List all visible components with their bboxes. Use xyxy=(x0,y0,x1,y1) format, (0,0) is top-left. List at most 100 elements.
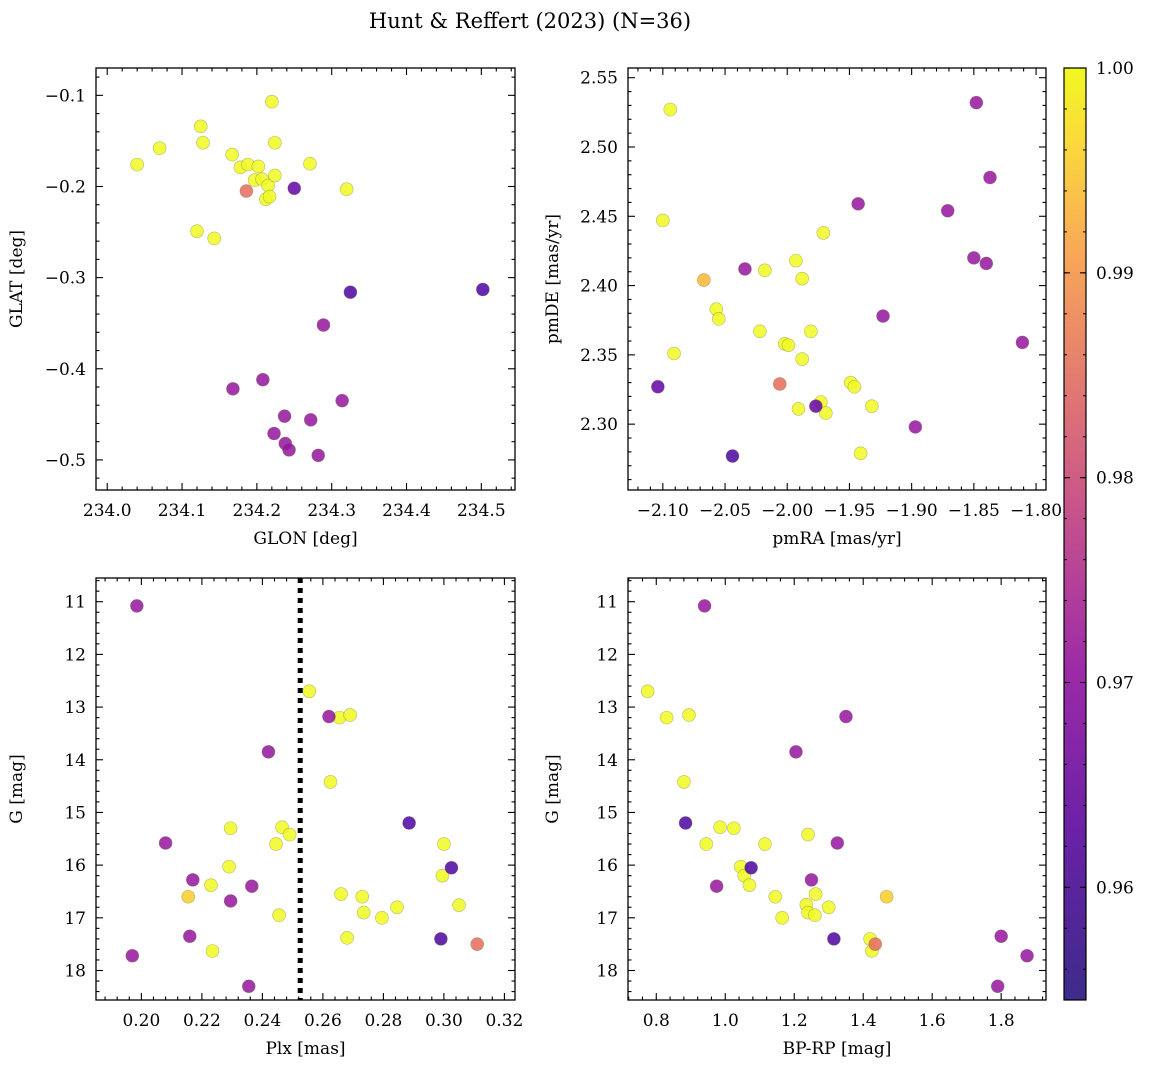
scatter-point xyxy=(1020,948,1034,963)
figure-title: Hunt & Reffert (2023) (N=36) xyxy=(369,9,691,33)
scatter-point xyxy=(697,599,712,613)
scatter-point xyxy=(190,224,204,238)
scatter-point xyxy=(182,929,197,944)
scatter-point xyxy=(269,837,283,851)
y-tick-label: 2.40 xyxy=(580,277,618,297)
scatter-point xyxy=(196,135,210,150)
colorbar-tick-label: 0.99 xyxy=(1096,264,1134,284)
scatter-point xyxy=(181,889,196,904)
scatter-point xyxy=(434,932,448,946)
x-tick-label: 0.26 xyxy=(304,1011,342,1031)
scatter-point xyxy=(204,878,218,892)
x-tick-label: −2.10 xyxy=(637,501,689,521)
scatter-point xyxy=(1015,335,1030,350)
scatter-point xyxy=(193,119,208,134)
axis-ticks xyxy=(96,578,515,1000)
scatter-point xyxy=(437,837,451,851)
x-tick-label: 234.3 xyxy=(307,501,356,521)
scatter-point xyxy=(452,898,466,912)
scatter-point xyxy=(355,889,370,904)
scatter-point xyxy=(742,878,757,892)
axes-frame xyxy=(627,577,1047,1001)
scatter-point xyxy=(444,860,459,875)
scatter-point xyxy=(302,684,317,699)
scatter-point xyxy=(476,282,490,297)
y-tick-label: 14 xyxy=(596,751,618,771)
y-tick-label: −0.3 xyxy=(45,269,86,289)
y-tick-label: 13 xyxy=(64,698,86,718)
scatter-point xyxy=(865,399,879,413)
scatter-point xyxy=(908,420,923,434)
scatter-point xyxy=(277,409,292,423)
x-tick-label: −1.90 xyxy=(886,501,938,521)
scatter-point xyxy=(256,372,270,387)
scatter-point xyxy=(282,827,297,842)
colorbar-tick-label: 0.97 xyxy=(1096,674,1134,694)
scatter-point xyxy=(990,979,1005,994)
scatter-point xyxy=(879,889,894,904)
scatter-point xyxy=(830,836,845,850)
y-axis-label: G [mag] xyxy=(543,754,563,823)
scatter-point xyxy=(853,446,868,461)
colorbar-gradient xyxy=(1063,67,1087,1001)
scatter-point xyxy=(804,324,818,339)
y-tick-label: −0.2 xyxy=(45,177,86,197)
x-tick-label: 1.4 xyxy=(850,1011,877,1031)
x-tick-label: 0.8 xyxy=(643,1011,670,1031)
x-tick-label: 0.30 xyxy=(425,1011,463,1031)
y-tick-label: 16 xyxy=(64,856,86,876)
axes-frame xyxy=(627,67,1047,491)
scatter-points xyxy=(651,95,1030,463)
scatter-point xyxy=(712,312,726,326)
scatter-point xyxy=(775,911,789,925)
scatter-panel-plx-g: 0.20 0.22 0.24 0.26 0.28 0.30 0.32 11 12 13 14 15 16… xyxy=(7,577,523,1059)
x-tick-label: 0.20 xyxy=(122,1011,160,1031)
x-axis-label: BP-RP [mag] xyxy=(783,1039,892,1059)
scatter-point xyxy=(827,932,841,946)
scatter-point xyxy=(667,346,681,361)
scatter-panel-pmra-pmde: −2.10 −2.05 −2.00 −1.95 −1.90 −1.85 −1.80 2.30 2… xyxy=(543,67,1062,549)
scatter-point xyxy=(876,309,890,323)
scatter-point xyxy=(795,352,809,366)
scatter-point xyxy=(130,599,144,613)
scatter-point xyxy=(804,873,819,887)
x-tick-label: 1.0 xyxy=(712,1011,739,1031)
y-tick-label: 2.30 xyxy=(580,415,618,435)
y-tick-label: 14 xyxy=(64,751,86,771)
y-tick-label: 13 xyxy=(596,698,618,718)
scatter-point xyxy=(340,931,354,945)
scatter-point xyxy=(789,745,803,759)
scatter-point xyxy=(222,859,236,874)
y-axis-label: pmDE [mas/yr] xyxy=(543,214,563,344)
scatter-point xyxy=(435,868,450,883)
scatter-point xyxy=(241,979,256,994)
x-tick-label: 234.0 xyxy=(83,501,132,521)
scatter-point xyxy=(851,197,865,211)
scatter-point xyxy=(713,820,727,834)
x-tick-label: −2.00 xyxy=(761,501,813,521)
y-tick-label: 15 xyxy=(596,803,618,823)
scatter-point xyxy=(251,159,266,174)
scatter-point xyxy=(816,226,831,240)
scatter-points xyxy=(125,599,484,994)
y-tick-label: 12 xyxy=(64,645,86,665)
x-tick-label: −1.85 xyxy=(948,501,1000,521)
scatter-point xyxy=(339,182,354,197)
y-tick-label: 2.45 xyxy=(580,207,618,227)
colorbar-tick-label: 0.98 xyxy=(1096,469,1134,489)
scatter-point xyxy=(158,836,173,850)
y-tick-label: 2.55 xyxy=(580,69,618,89)
scatter-point xyxy=(303,413,318,427)
scatter-point xyxy=(789,253,803,268)
colorbar: 0.96 0.97 0.98 0.99 1.00 xyxy=(1063,59,1134,1001)
scatter-point xyxy=(768,889,783,904)
x-tick-label: 0.22 xyxy=(183,1011,221,1031)
scatter-point xyxy=(819,406,833,420)
scatter-point xyxy=(801,827,815,842)
axes-frame xyxy=(95,577,516,1001)
scatter-point xyxy=(343,285,358,300)
scatter-point xyxy=(316,318,331,332)
scatter-point xyxy=(390,900,404,915)
scatter-point xyxy=(821,900,836,915)
